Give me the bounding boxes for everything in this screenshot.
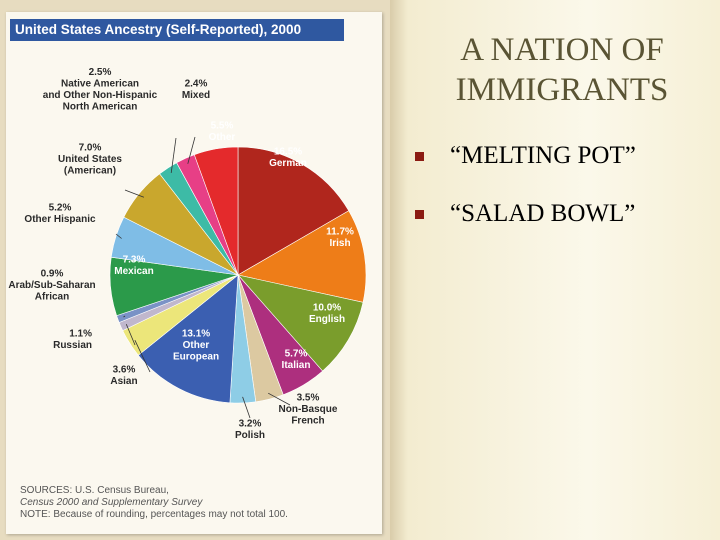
bullet-square-icon — [415, 151, 424, 161]
slice-label: 16.5% German — [269, 146, 307, 169]
pie-slice-german — [237, 146, 350, 276]
pie-slice-irish — [237, 210, 367, 303]
slice-label: 2.4% Mixed — [182, 78, 210, 101]
slide-title-line-1: A NATION OF — [460, 32, 664, 68]
bullet-melting-pot: “MELTING POT” — [415, 142, 636, 170]
slice-label: 7.0% United States (American) — [58, 143, 122, 177]
leader-line — [242, 396, 251, 419]
chart-source-line-1: SOURCES: U.S. Census Bureau, — [20, 485, 169, 496]
slice-label: 7.3% Mexican — [114, 254, 153, 277]
bullet-salad-bowl: “SALAD BOWL” — [415, 200, 635, 228]
bullet-text: “SALAD BOWL” — [450, 200, 636, 227]
slice-label: 2.5% Native American and Other Non-Hispani… — [43, 67, 158, 113]
slice-label: 5.7% Italian — [282, 348, 311, 371]
leader-line — [268, 392, 291, 406]
slide-title: A NATION OF IMMIGRANTS — [412, 30, 712, 110]
pie-slice-other — [193, 146, 239, 276]
slice-label: 3.6% Asian — [110, 364, 137, 387]
leader-line — [115, 233, 122, 239]
slice-label: 13.1% Other European — [173, 329, 219, 363]
pie-slice-other-european — [137, 274, 239, 404]
leader-line — [187, 136, 196, 164]
slide-title-line-2: IMMIGRANTS — [455, 72, 669, 108]
leader-line — [125, 324, 136, 346]
right-background — [390, 0, 720, 540]
bullet-text: “MELTING POT” — [450, 142, 636, 169]
pie-slice-english — [237, 274, 364, 372]
slice-label: 11.7% Irish — [326, 226, 354, 249]
slice-label: 10.0% English — [309, 302, 345, 325]
chart-note: NOTE: Because of rounding, percentages m… — [20, 509, 288, 520]
slice-label: 5.2% Other Hispanic — [24, 202, 96, 225]
chart-source-line-2: Census 2000 and Supplementary Survey — [20, 497, 203, 508]
slice-label: 3.5% Non-Basque French — [279, 393, 338, 427]
slice-label: 0.9% Arab/Sub-Saharan African — [8, 269, 95, 303]
leader-line — [124, 189, 145, 198]
slice-label: 5.5% Other — [209, 120, 236, 143]
bullet-square-icon — [415, 209, 424, 219]
chart-title: United States Ancestry (Self-Reported), … — [10, 19, 344, 41]
leader-line — [134, 340, 151, 373]
leader-line — [170, 137, 177, 173]
slice-label: 1.1% Russian — [53, 328, 92, 351]
leader-line — [123, 315, 126, 318]
slice-label: 3.2% Polish — [235, 418, 265, 441]
